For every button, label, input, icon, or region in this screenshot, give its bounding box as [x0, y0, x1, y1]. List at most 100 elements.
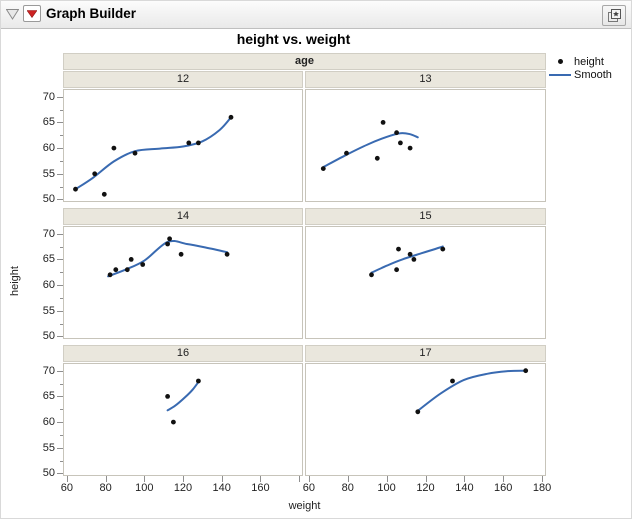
x-tick-label: 120 [416, 482, 435, 494]
smooth-line [416, 369, 527, 412]
y-tick-mark [57, 473, 63, 475]
data-point[interactable] [380, 120, 386, 125]
data-point[interactable] [440, 246, 446, 252]
data-point[interactable] [196, 378, 201, 384]
data-point[interactable] [407, 145, 413, 151]
y-minor-tick-mark [60, 409, 63, 411]
data-point[interactable] [107, 272, 113, 278]
facet-header-14: 14 [63, 208, 303, 225]
x-tick-label: 180 [532, 482, 552, 494]
y-tick-mark [57, 259, 63, 261]
x-tick-label: 160 [494, 482, 513, 494]
y-tick-mark [57, 199, 63, 201]
data-point[interactable] [394, 130, 399, 136]
y-minor-tick-mark [60, 383, 63, 385]
y-tick-label: 65 [42, 390, 55, 403]
data-point[interactable] [224, 251, 230, 257]
facet-header-13: 13 [305, 71, 546, 88]
x-tick-mark [105, 476, 107, 482]
facet-panel-16[interactable] [63, 363, 303, 476]
data-point[interactable] [171, 419, 176, 425]
x-tick-label: 80 [99, 482, 112, 494]
y-tick-label: 60 [42, 279, 55, 292]
data-point[interactable] [394, 267, 399, 273]
legend-item-smooth[interactable]: Smooth [549, 68, 631, 81]
facet-panel-14[interactable] [63, 226, 303, 339]
y-minor-tick-mark [60, 297, 63, 299]
x-tick-mark [386, 476, 388, 482]
disclosure-triangle-icon[interactable] [6, 9, 19, 20]
legend-label-height: height [574, 55, 604, 68]
data-point[interactable] [415, 409, 421, 415]
x-tick-label: 140 [212, 482, 231, 494]
x-tick-label: 100 [377, 482, 396, 494]
x-tick-mark [425, 476, 427, 482]
data-point[interactable] [111, 145, 117, 151]
data-point[interactable] [178, 251, 184, 257]
data-point[interactable] [101, 191, 107, 197]
y-tick-label: 70 [42, 364, 55, 377]
data-point[interactable] [186, 140, 192, 146]
y-tick-label: 55 [42, 304, 55, 317]
x-tick-mark [66, 476, 68, 482]
data-point[interactable] [344, 150, 349, 156]
data-point[interactable] [124, 267, 130, 273]
x-tick-label: 100 [135, 482, 154, 494]
data-point[interactable] [132, 150, 138, 156]
red-triangle-icon [27, 9, 37, 18]
data-point[interactable] [92, 171, 98, 177]
data-point[interactable] [369, 272, 374, 278]
x-tick-mark [299, 476, 301, 482]
data-point[interactable] [165, 241, 170, 247]
facet-header-12: 12 [63, 71, 303, 88]
smooth-line [74, 116, 232, 191]
data-point[interactable] [320, 166, 326, 171]
titlebar-corner-button[interactable] [602, 5, 626, 26]
y-tick-mark [57, 422, 63, 424]
window-titlebar: Graph Builder [1, 1, 631, 29]
data-point[interactable] [165, 394, 170, 399]
data-point[interactable] [411, 257, 417, 262]
data-point[interactable] [167, 236, 172, 242]
y-tick-mark [57, 336, 63, 338]
y-tick-label: 50 [42, 467, 55, 480]
data-point[interactable] [523, 368, 529, 374]
data-point[interactable] [374, 155, 380, 161]
window-title: Graph Builder [46, 6, 137, 21]
y-minor-tick-mark [60, 460, 63, 462]
x-tick-mark [144, 476, 146, 482]
x-tick-mark [221, 476, 223, 482]
x-tick-mark [183, 476, 184, 482]
x-tick-mark [503, 476, 505, 482]
y-tick-label: 70 [42, 227, 55, 240]
smooth-line [322, 132, 419, 169]
data-point[interactable] [398, 140, 403, 146]
facet-plot-svg [165, 378, 201, 425]
facet-panel-15[interactable] [305, 226, 546, 339]
x-tick-label: 60 [302, 482, 316, 494]
data-point[interactable] [396, 246, 401, 252]
data-point[interactable] [128, 257, 134, 262]
data-point[interactable] [140, 262, 146, 267]
y-minor-tick-mark [60, 246, 63, 248]
x-tick-mark [464, 476, 466, 482]
facet-panel-13[interactable] [305, 89, 546, 202]
chart-title: height vs. weight [236, 31, 351, 47]
data-point[interactable] [113, 267, 119, 273]
x-tick-mark [260, 476, 262, 482]
x-tick-mark [542, 476, 544, 482]
y-minor-tick-mark [60, 434, 63, 436]
facet-panel-12[interactable] [63, 89, 303, 202]
facet-plot-svg [415, 368, 529, 415]
data-point[interactable] [73, 186, 78, 192]
legend-item-height[interactable]: height [549, 55, 631, 68]
red-triangle-menu-button[interactable] [23, 5, 41, 22]
data-point[interactable] [450, 378, 455, 384]
data-point[interactable] [196, 140, 201, 146]
data-point[interactable] [407, 251, 413, 257]
facet-panel-17[interactable] [305, 363, 546, 476]
x-tick-label: 160 [251, 482, 270, 494]
facet-plot-svg [320, 120, 419, 171]
x-axis-title[interactable]: weight [288, 500, 321, 512]
data-point[interactable] [228, 114, 234, 120]
